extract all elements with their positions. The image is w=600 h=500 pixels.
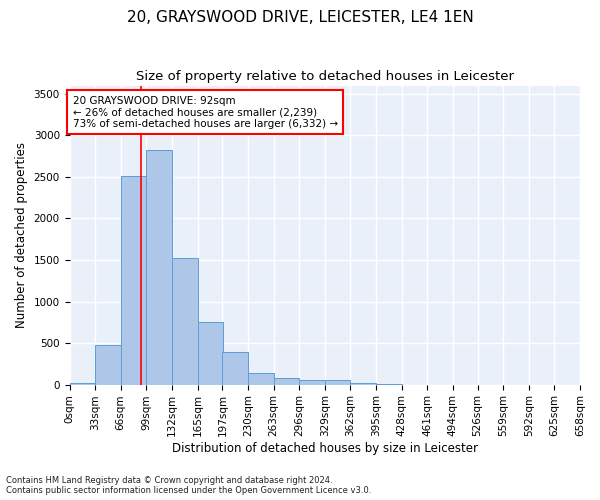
Text: Contains HM Land Registry data © Crown copyright and database right 2024.
Contai: Contains HM Land Registry data © Crown c… <box>6 476 371 495</box>
Text: 20, GRAYSWOOD DRIVE, LEICESTER, LE4 1EN: 20, GRAYSWOOD DRIVE, LEICESTER, LE4 1EN <box>127 10 473 25</box>
Bar <box>95 344 121 385</box>
Y-axis label: Number of detached properties: Number of detached properties <box>15 142 28 328</box>
Text: 20 GRAYSWOOD DRIVE: 92sqm
← 26% of detached houses are smaller (2,239)
73% of se: 20 GRAYSWOOD DRIVE: 92sqm ← 26% of detac… <box>73 96 338 128</box>
Bar <box>197 322 223 384</box>
Bar <box>70 382 95 384</box>
Bar <box>325 380 350 384</box>
Title: Size of property relative to detached houses in Leicester: Size of property relative to detached ho… <box>136 70 514 83</box>
Bar <box>274 378 299 384</box>
Bar <box>121 176 146 384</box>
Bar <box>223 352 248 384</box>
Bar <box>146 150 172 384</box>
Bar <box>350 382 376 384</box>
Bar <box>248 373 274 384</box>
Bar <box>172 258 197 384</box>
X-axis label: Distribution of detached houses by size in Leicester: Distribution of detached houses by size … <box>172 442 478 455</box>
Bar <box>299 380 325 384</box>
